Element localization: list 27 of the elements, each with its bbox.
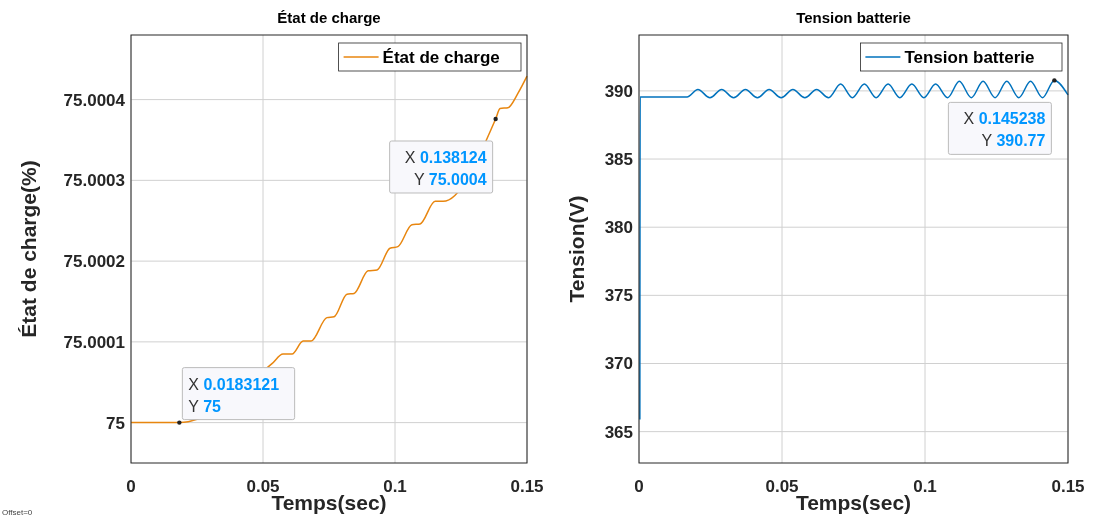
y-tick-label: 390 [604,81,633,101]
y-tick-label: 75.0004 [63,90,126,110]
legend-label: Tension batterie [904,48,1035,67]
annotation: X 0.138124 Y 75.0004 [404,148,487,188]
annotation: X 0.145238 Y 390.77 [963,110,1046,150]
y-tick-label: 75.0002 [63,252,125,272]
y-tick-label: 370 [604,354,633,374]
y-tick-label: 365 [604,422,633,442]
x-tick-label: 0.15 [1051,477,1085,496]
y-tick-label: 75.0003 [63,171,125,191]
y-axis-title: Tension(V) [565,195,588,303]
y-tick-label: 75.0001 [63,332,125,352]
line-series [639,79,1069,421]
chart-title: État de charge [277,9,381,26]
x-tick-label: 0.15 [510,477,544,496]
y-tick-label: 380 [604,218,633,238]
legend-label: État de charge [382,48,500,67]
y-tick-label: 385 [604,150,633,170]
y-tick-label: 375 [604,286,633,306]
x-tick-label: 0 [126,477,136,496]
chart-title: Tension batterie [796,9,911,26]
x-tick-label: 0.1 [913,477,937,496]
text: Offset=0 [2,508,33,517]
y-tick-label: 75 [106,413,125,433]
x-tick-label: 0 [634,477,644,496]
annotation: X 0.0183121 Y 75 [188,375,280,415]
y-axis-title: État de charge(%) [17,160,40,338]
